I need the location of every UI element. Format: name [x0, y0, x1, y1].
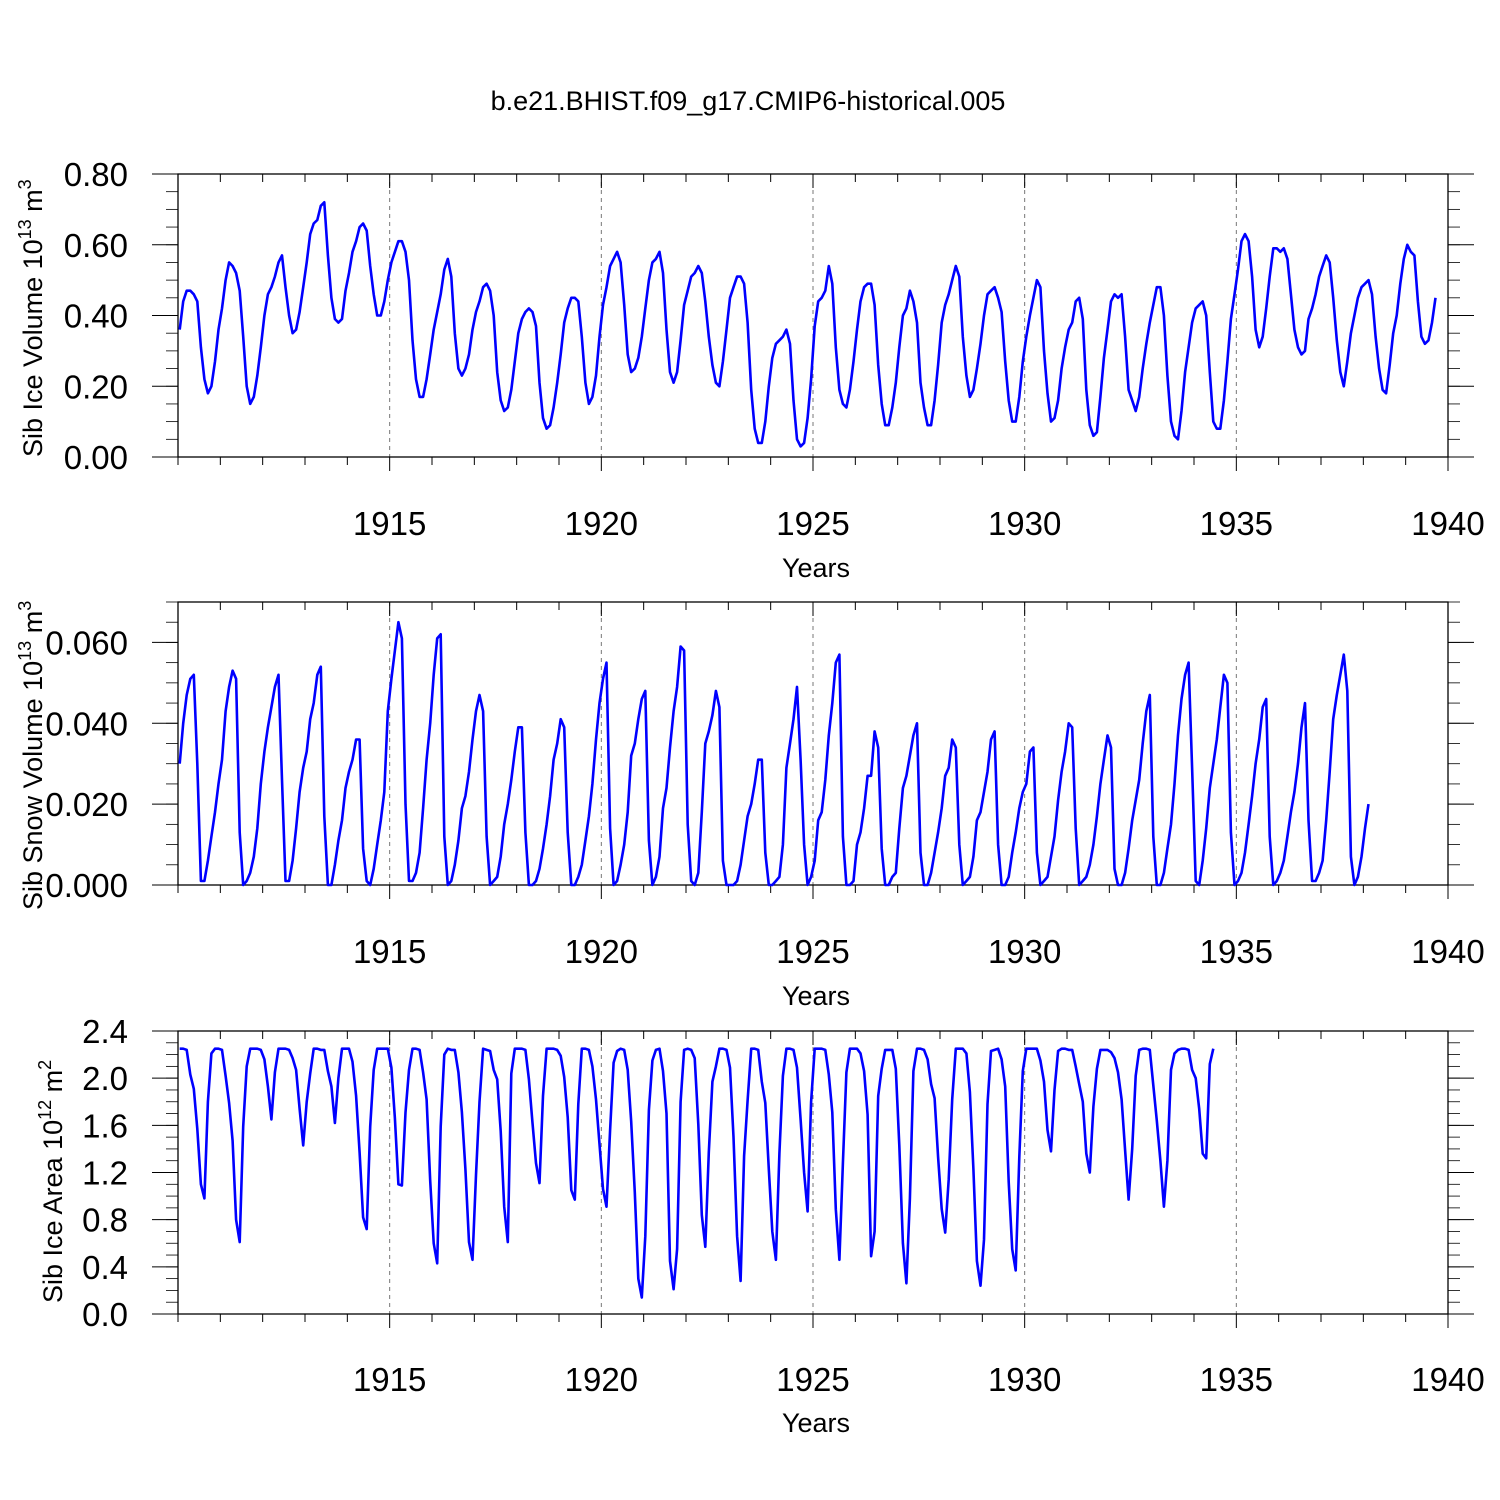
y-tick-label: 0.4 — [82, 1249, 128, 1286]
y-axis-label: Sib Ice Volume 1013 m3 — [15, 179, 48, 457]
x-tick-label: 1930 — [988, 1361, 1061, 1398]
x-tick-label: 1935 — [1200, 1361, 1273, 1398]
x-tick-label: 1920 — [565, 933, 638, 970]
x-tick-label: 1940 — [1411, 933, 1484, 970]
series-line-sib-snow-volume — [178, 620, 1370, 887]
y-axis-label-unit-exponent: 3 — [15, 179, 35, 189]
snow-volume-panel: 1915 1920 1925 1930 1935 1940 0.000 0.020 0.040 0… — [15, 601, 1485, 1011]
x-tick-label: 1940 — [1411, 505, 1484, 542]
y-axis-label-unit: m — [18, 189, 48, 219]
y-tick-label: 0.060 — [45, 624, 128, 661]
x-axis-label: Years — [782, 981, 850, 1011]
y-tick-label: 0.8 — [82, 1202, 128, 1239]
y-tick-label: 0.040 — [45, 705, 128, 742]
ice-volume-panel: 1915 1920 1925 1930 1935 1940 0.00 0.20 0.40 0.60… — [15, 156, 1485, 583]
y-axis-label-unit: m — [38, 1070, 68, 1100]
y-tick-label: 0.60 — [64, 227, 128, 264]
x-tick-label: 1935 — [1200, 505, 1273, 542]
y-tick-label: 0.80 — [64, 156, 128, 193]
x-tick-label: 1930 — [988, 933, 1061, 970]
y-axis-label-main: Sib Ice Volume 10 — [18, 239, 48, 457]
x-tick-label: 1920 — [565, 1361, 638, 1398]
x-tick-label: 1925 — [776, 1361, 849, 1398]
x-tick-label: 1930 — [988, 505, 1061, 542]
y-axis-label-exponent: 12 — [35, 1100, 55, 1120]
y-axis-label-exponent: 13 — [15, 641, 35, 661]
y-axis-label-unit: m — [18, 611, 48, 641]
y-tick-label: 0.20 — [64, 368, 128, 405]
y-tick-label: 0.00 — [64, 439, 128, 476]
figure-title: b.e21.BHIST.f09_g17.CMIP6-historical.005 — [491, 86, 1006, 116]
x-tick-label: 1935 — [1200, 933, 1273, 970]
ice-area-panel: 1915 1920 1925 1930 1935 1940 0.0 0.4 0.8 1.2 1.6 2… — [35, 1013, 1485, 1438]
x-tick-label: 1915 — [353, 933, 426, 970]
series-line-sib-ice-volume — [178, 201, 1437, 448]
x-tick-label: 1915 — [353, 505, 426, 542]
y-tick-label: 0.020 — [45, 786, 128, 823]
y-tick-label: 2.4 — [82, 1013, 128, 1050]
y-tick-label: 0.000 — [45, 867, 128, 904]
y-tick-label: 0.0 — [82, 1296, 128, 1333]
x-tick-label: 1915 — [353, 1361, 426, 1398]
x-axis-label: Years — [782, 1408, 850, 1438]
x-tick-label: 1925 — [776, 933, 849, 970]
y-axis-label-unit-exponent: 2 — [35, 1060, 55, 1070]
y-tick-label: 1.6 — [82, 1107, 128, 1144]
y-axis-label-main: Sib Snow Volume 10 — [18, 661, 48, 910]
x-tick-label: 1920 — [565, 505, 638, 542]
x-tick-label: 1940 — [1411, 1361, 1484, 1398]
y-axis-label-main: Sib Ice Area 10 — [38, 1120, 68, 1303]
y-tick-label: 2.0 — [82, 1060, 128, 1097]
y-tick-label: 1.2 — [82, 1155, 128, 1192]
x-tick-label: 1925 — [776, 505, 849, 542]
y-axis-label: Sib Snow Volume 1013 m3 — [15, 601, 48, 910]
y-tick-label: 0.40 — [64, 298, 128, 335]
y-axis-label-unit-exponent: 3 — [15, 601, 35, 611]
y-axis-label: Sib Ice Area 1012 m2 — [35, 1060, 68, 1303]
series-line-sib-ice-area — [179, 1047, 1215, 1299]
y-axis-label-exponent: 13 — [15, 219, 35, 239]
x-axis-label: Years — [782, 553, 850, 583]
